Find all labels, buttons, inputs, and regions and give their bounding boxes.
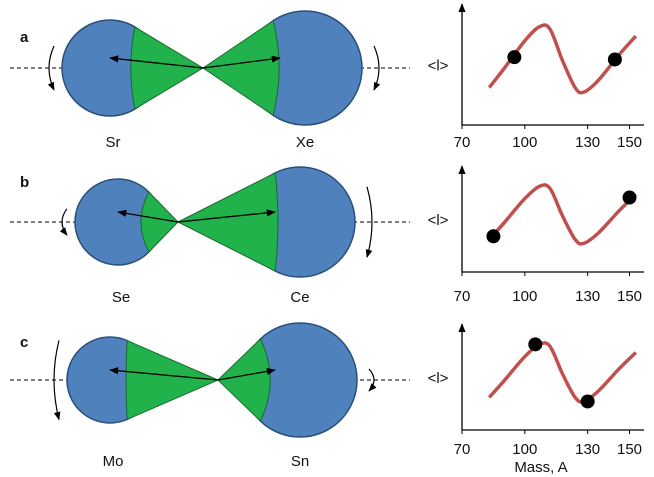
rotation-arrow	[59, 208, 68, 236]
y-axis-label: <l>	[428, 370, 449, 387]
rotation-arrow	[373, 45, 381, 91]
rotation-arrow	[368, 368, 377, 392]
x-tick-label: 130	[575, 441, 600, 458]
fragment-label: Ce	[290, 289, 309, 306]
neck-cone	[217, 338, 271, 422]
panel-label: b	[20, 174, 29, 191]
fragment-label: Xe	[296, 134, 314, 151]
spin-arrow	[109, 367, 219, 381]
x-tick-label: 70	[454, 441, 471, 458]
fragment-label: Sn	[291, 453, 309, 470]
y-axis-label: <l>	[428, 57, 449, 74]
fragment-label: Mo	[103, 453, 124, 470]
neck-cone	[140, 191, 179, 253]
panel-label: a	[20, 29, 29, 46]
neck-cone	[176, 172, 279, 272]
x-axis-label: Mass, A	[514, 459, 567, 476]
spin-arrow	[217, 367, 276, 381]
neck-cone	[202, 19, 280, 117]
rotation-arrow	[47, 45, 55, 91]
fragment-label: Sr	[106, 134, 121, 151]
data-point	[580, 394, 595, 409]
fragment-label: Se	[112, 289, 130, 306]
x-tick-label: 100	[512, 441, 537, 458]
data-point	[486, 229, 501, 244]
x-tick-label: 150	[617, 288, 642, 305]
x-tick-label: 130	[575, 134, 600, 151]
x-tick-label: 100	[512, 288, 537, 305]
neck-cone	[130, 26, 204, 110]
curve	[487, 23, 638, 95]
x-tick-label: 150	[617, 441, 642, 458]
panel-label: c	[20, 334, 28, 351]
x-tick-label: 100	[512, 134, 537, 151]
rotation-arrow	[53, 340, 61, 421]
data-point	[607, 52, 622, 67]
data-point	[507, 50, 522, 65]
neck-cone	[125, 339, 220, 421]
data-point	[622, 190, 637, 205]
curve	[487, 341, 638, 404]
x-tick-label: 70	[454, 134, 471, 151]
rotation-arrow	[365, 186, 373, 259]
x-tick-label: 130	[575, 288, 600, 305]
spin-arrow	[202, 55, 281, 69]
spin-arrow	[109, 55, 204, 69]
curve	[487, 183, 638, 246]
spin-arrow	[177, 209, 276, 223]
x-tick-label: 150	[617, 134, 642, 151]
data-point	[528, 337, 543, 352]
spin-arrow	[117, 209, 179, 223]
x-tick-label: 70	[454, 288, 471, 305]
y-axis-label: <l>	[428, 212, 449, 229]
